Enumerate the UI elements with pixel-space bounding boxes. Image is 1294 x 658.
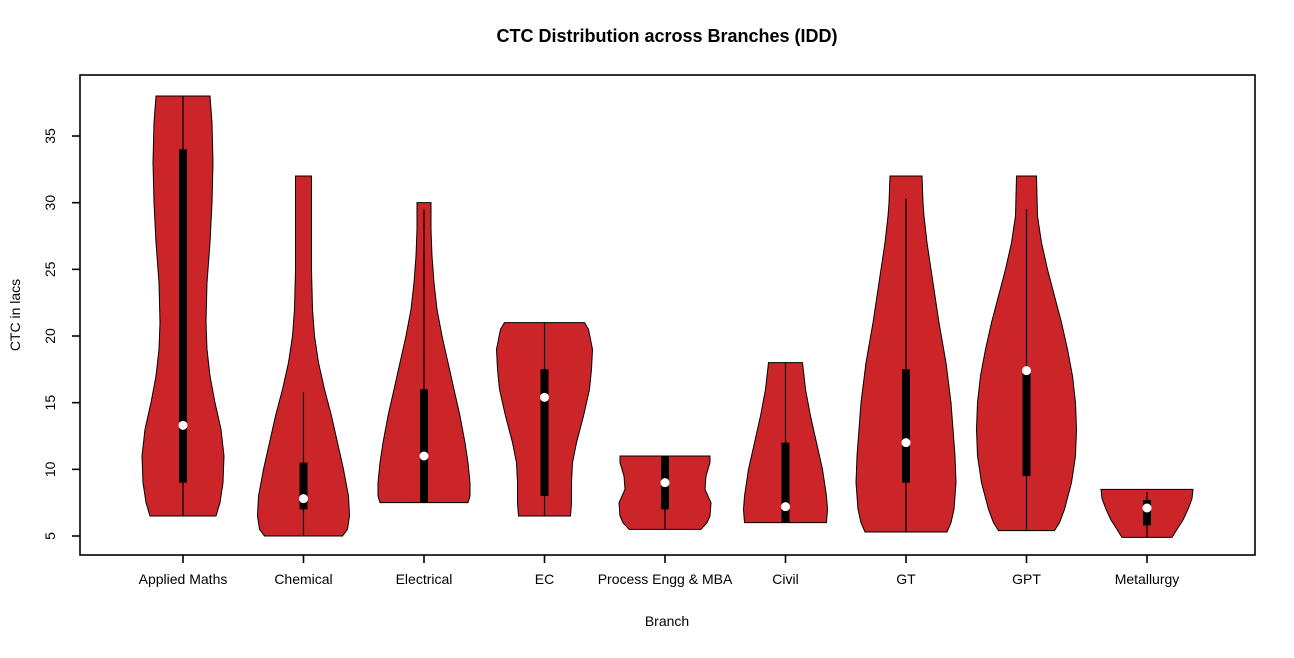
x-tick-label: Electrical — [396, 571, 453, 587]
iqr-box-gpt — [1022, 369, 1031, 477]
x-tick-label: GPT — [1012, 571, 1041, 587]
plot-border — [79, 74, 1256, 556]
iqr-box-electrical — [420, 389, 428, 503]
axes: 5 10 15 20 25 30 35 Applied Maths Chemical Electr… — [42, 128, 1179, 587]
y-tick-label: 10 — [42, 461, 58, 477]
iqr-box-metallurgy — [1143, 500, 1151, 526]
y-axis-label: CTC in lacs — [7, 279, 23, 351]
y-tick-label: 5 — [42, 532, 58, 540]
median-dot-ec — [540, 392, 549, 402]
median-dot-metallurgy — [1142, 503, 1152, 513]
x-tick-label: Civil — [772, 571, 798, 587]
plot-area — [79, 74, 1256, 556]
iqr-box-chemical — [299, 462, 308, 510]
x-axis-label: Branch — [645, 613, 689, 629]
median-dot-process-engg-mba — [660, 478, 670, 488]
y-tick-label: 30 — [42, 195, 58, 211]
iqr-box-applied-maths — [179, 149, 187, 483]
iqr-box-civil — [781, 442, 790, 523]
x-tick-label: Chemical — [274, 571, 332, 587]
x-tick-label: EC — [535, 571, 554, 587]
violins-group — [141, 95, 1194, 538]
y-tick-label: 35 — [42, 128, 58, 144]
median-dot-electrical — [419, 451, 429, 461]
x-tick-label: Process Engg & MBA — [598, 571, 733, 587]
y-tick-label: 20 — [42, 328, 58, 344]
iqr-box-gt — [902, 369, 910, 483]
chart-title: CTC Distribution across Branches (IDD) — [496, 26, 837, 46]
median-dot-civil — [781, 502, 790, 512]
median-dot-gt — [901, 438, 911, 448]
median-dot-chemical — [299, 494, 308, 504]
x-tick-label: Metallurgy — [1115, 571, 1180, 587]
median-dot-applied-maths — [178, 420, 188, 430]
y-tick-label: 15 — [42, 395, 58, 411]
x-tick-label: GT — [896, 571, 916, 587]
violin-chemical — [256, 175, 351, 537]
iqr-box-ec — [540, 369, 549, 497]
median-dot-gpt — [1022, 366, 1031, 376]
y-tick-label: 25 — [42, 261, 58, 277]
x-tick-label: Applied Maths — [139, 571, 228, 587]
